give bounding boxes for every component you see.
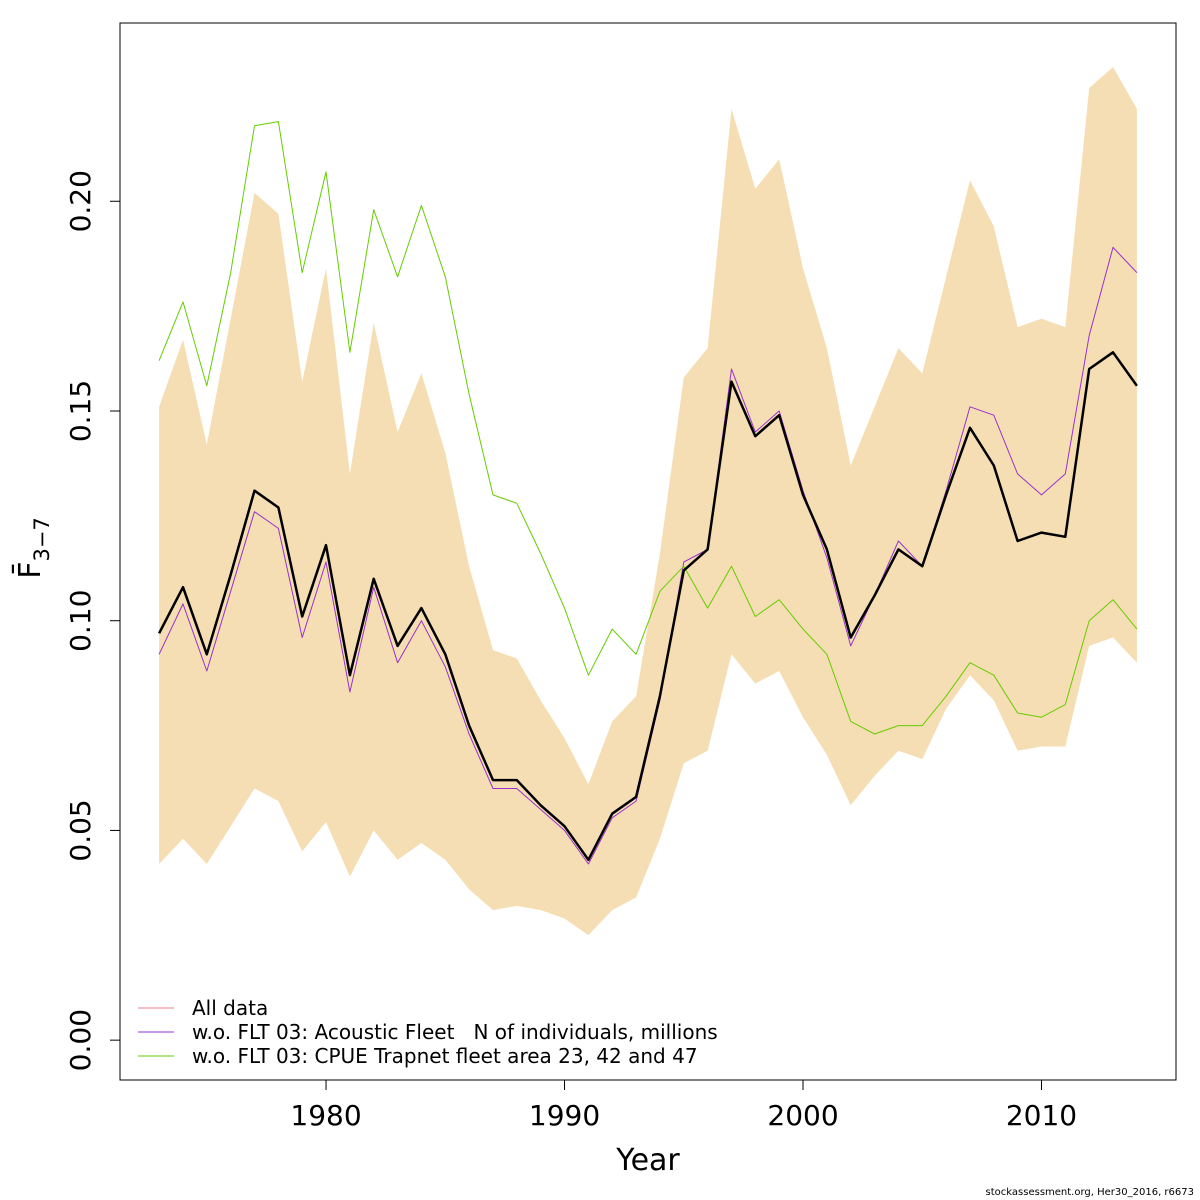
y-axis-label-subscript: 3−7 xyxy=(30,517,54,561)
y-axis: 0.00 0.05 0.10 0.15 0.20 xyxy=(64,170,121,1071)
x-axis: 1980 1990 2000 2010 xyxy=(290,1079,1077,1132)
y-axis-label-main: F̄ xyxy=(12,562,48,579)
y-tick-label: 0.05 xyxy=(64,799,97,861)
legend-label: w.o. FLT 03: CPUE Trapnet fleet area 23,… xyxy=(192,1044,698,1068)
x-tick-label: 2010 xyxy=(1006,1099,1077,1132)
series-line-all-data xyxy=(157,351,1138,862)
y-tick-label: 0.15 xyxy=(64,380,97,442)
x-tick-label: 2000 xyxy=(767,1099,838,1132)
series-line-w-o-flt-03-cpue-trapnet-fleet-area-23-42-and-47 xyxy=(158,121,1138,735)
legend-entry: w.o. FLT 03: CPUE Trapnet fleet area 23,… xyxy=(138,1044,698,1068)
y-tick-label: 0.10 xyxy=(64,590,97,652)
series-layer xyxy=(157,121,1138,865)
x-axis-label: Year xyxy=(615,1143,680,1178)
legend-label: All data xyxy=(192,996,268,1020)
y-tick-label: 0.20 xyxy=(64,170,97,232)
legend-label: w.o. FLT 03: Acoustic Fleet N of individ… xyxy=(192,1020,718,1044)
confidence-band xyxy=(159,67,1137,936)
y-tick-label: 0.00 xyxy=(64,1009,97,1071)
x-tick-label: 1980 xyxy=(290,1099,361,1132)
legend-entry: All data xyxy=(138,996,268,1020)
legend-entry: w.o. FLT 03: Acoustic Fleet N of individ… xyxy=(138,1020,718,1044)
confidence-band-layer xyxy=(159,67,1137,936)
x-tick-label: 1990 xyxy=(529,1099,600,1132)
y-axis-label: F̄3−7 xyxy=(12,517,54,579)
footer-credit: stockassessment.org, Her30_2016, r6673 xyxy=(985,1187,1194,1198)
